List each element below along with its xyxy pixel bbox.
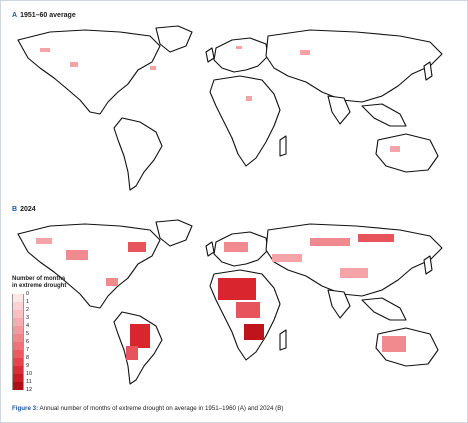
legend-label: 10 xyxy=(26,371,33,377)
drought-patches-a xyxy=(40,46,400,152)
madagascar xyxy=(279,135,287,157)
legend-label: 8 xyxy=(26,355,30,361)
legend-label: 11 xyxy=(26,379,32,385)
legend-label: 2 xyxy=(26,307,30,313)
asia xyxy=(265,29,443,103)
legend-swatch xyxy=(12,294,24,302)
australia xyxy=(375,133,439,173)
india xyxy=(327,95,351,125)
legend-swatch xyxy=(12,374,24,382)
uk xyxy=(205,241,215,257)
legend-label: 1 xyxy=(26,299,30,305)
legend-swatch xyxy=(12,342,24,350)
legend-label: 9 xyxy=(26,363,30,369)
india xyxy=(327,289,351,319)
caption-text: Annual number of months of extreme droug… xyxy=(39,405,284,412)
north-america xyxy=(17,29,161,115)
panel-a-label: 1951–60 average xyxy=(20,12,76,19)
figure-caption: Figure 3: Annual number of months of ext… xyxy=(12,405,283,412)
panel-b-letter: B xyxy=(12,206,18,213)
southeast-asia xyxy=(361,297,407,321)
legend-swatch xyxy=(12,302,24,310)
greenland xyxy=(155,219,193,247)
greenland xyxy=(155,25,193,53)
panel-a-title: A 1951–60 average xyxy=(12,12,76,19)
legend-swatch xyxy=(12,350,24,358)
panel-b-label: 2024 xyxy=(20,206,36,213)
caption-label: Figure 3: xyxy=(12,405,39,412)
world-map-panel-b xyxy=(17,219,443,385)
legend-scale: 0 1 2 3 4 5 6 7 8 9 10 11 12 xyxy=(12,291,72,394)
madagascar xyxy=(279,329,287,351)
europe xyxy=(213,37,269,73)
legend-swatch xyxy=(12,358,24,366)
drought-patches-b xyxy=(36,234,406,360)
legend-label: 4 xyxy=(26,323,30,329)
legend-label: 7 xyxy=(26,347,30,353)
africa xyxy=(209,75,281,167)
legend-label: 5 xyxy=(26,331,30,337)
japan xyxy=(423,255,433,275)
uk xyxy=(205,47,215,63)
legend-swatch xyxy=(12,318,24,326)
legend-label: 6 xyxy=(26,339,30,345)
panel-a-letter: A xyxy=(12,12,18,19)
legend-title: Number of months in extreme drought xyxy=(12,276,67,289)
southeast-asia xyxy=(361,103,407,127)
legend-label: 3 xyxy=(26,315,30,321)
legend-label: 0 xyxy=(26,291,30,297)
south-america xyxy=(113,117,163,191)
legend-swatch xyxy=(12,310,24,318)
legend-label: 12 xyxy=(26,387,33,393)
legend-swatch xyxy=(12,382,24,390)
world-map-panel-a xyxy=(17,25,443,191)
japan xyxy=(423,61,433,81)
legend-swatch xyxy=(12,366,24,374)
panel-b-title: B 2024 xyxy=(12,206,36,213)
legend-swatch xyxy=(12,326,24,334)
legend-swatch xyxy=(12,334,24,342)
